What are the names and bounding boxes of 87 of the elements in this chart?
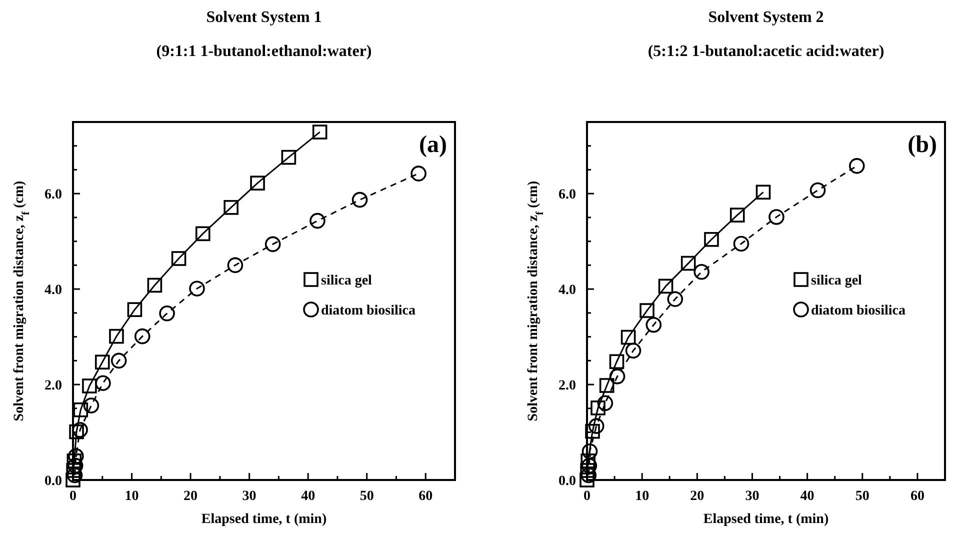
point (625, 342, 642, 359)
annotation: (a) (419, 132, 447, 158)
point (680, 256, 696, 271)
chart-subtitle: (5:1:2 1-butanol:acetic acid:water) (648, 43, 884, 60)
point (250, 176, 265, 190)
point (127, 302, 142, 317)
point (646, 316, 662, 333)
point (694, 264, 710, 280)
point (94, 354, 110, 370)
point (410, 166, 426, 182)
point (658, 278, 674, 294)
point (68, 448, 84, 464)
point (756, 184, 771, 200)
x-tick-label: 20 (184, 489, 198, 504)
x-tick-label: 30 (745, 489, 760, 504)
y-tick-label: 4.0 (558, 283, 576, 298)
annotation: (b) (908, 132, 937, 158)
point (620, 330, 636, 345)
point (580, 467, 597, 484)
point (82, 378, 97, 394)
x-tick-label: 0 (70, 489, 76, 504)
x-tick-label: 60 (910, 489, 924, 504)
point (69, 424, 84, 440)
x-tick-label: 40 (301, 489, 316, 504)
x-tick-label: 20 (690, 489, 704, 504)
point (597, 395, 614, 412)
point (110, 352, 127, 369)
x-tick-label: 50 (360, 489, 374, 504)
y-tick-label: 6.0 (44, 188, 62, 203)
point (585, 424, 600, 439)
point (667, 291, 684, 307)
y-tick-label: 2.0 (558, 378, 576, 394)
point (159, 306, 175, 322)
x-tick-label: 30 (242, 489, 256, 504)
legend-label: diatom biosilica (321, 304, 416, 319)
point (312, 124, 328, 140)
point (109, 328, 124, 344)
chart-title: Solvent System 2 (708, 9, 824, 26)
point (66, 467, 83, 484)
x-tick-label: 10 (124, 489, 139, 504)
point (704, 232, 719, 247)
point (73, 402, 88, 418)
point (768, 209, 784, 225)
point (147, 278, 162, 293)
point (810, 182, 826, 198)
text: 0.0 (558, 474, 576, 489)
point (599, 378, 614, 393)
legend-label: diatom biosilica (811, 304, 906, 319)
point (609, 368, 626, 384)
point (310, 212, 326, 229)
point (189, 280, 205, 296)
x-tick-label: 0 (584, 489, 590, 504)
x-axis-title: Elapsed time, t (min) (201, 512, 327, 527)
point (609, 354, 624, 370)
point (733, 236, 750, 252)
point (730, 208, 745, 222)
y-tick-label: 6.0 (558, 188, 576, 203)
point (95, 375, 111, 391)
point (264, 236, 281, 252)
chart-subtitle: (9:1:1 1-butanol:ethanol:water) (156, 43, 372, 60)
x-tick-label: 50 (855, 489, 870, 504)
point (224, 200, 238, 215)
point (83, 398, 100, 414)
point (590, 400, 606, 416)
point (580, 472, 594, 488)
point (195, 226, 210, 242)
legend-label: silica gel (811, 274, 862, 289)
x-tick-label: 10 (635, 489, 650, 504)
y-tick-label: 4.0 (44, 283, 62, 298)
chart-title: Solvent System 1 (206, 9, 322, 26)
point (66, 472, 80, 488)
point (588, 418, 604, 434)
point (134, 328, 150, 344)
point (281, 150, 296, 165)
point (72, 422, 88, 438)
text: 0.0 (44, 474, 62, 489)
point (171, 251, 186, 266)
point (352, 192, 368, 208)
x-tick-label: 40 (800, 489, 814, 504)
point (227, 257, 244, 274)
point (582, 443, 598, 460)
point (640, 303, 654, 318)
point (848, 158, 865, 174)
y-tick-label: 2.0 (44, 378, 62, 394)
x-tick-label: 60 (418, 489, 433, 504)
legend-label: silica gel (321, 274, 372, 289)
x-axis-title: Elapsed time, t (min) (703, 512, 829, 527)
